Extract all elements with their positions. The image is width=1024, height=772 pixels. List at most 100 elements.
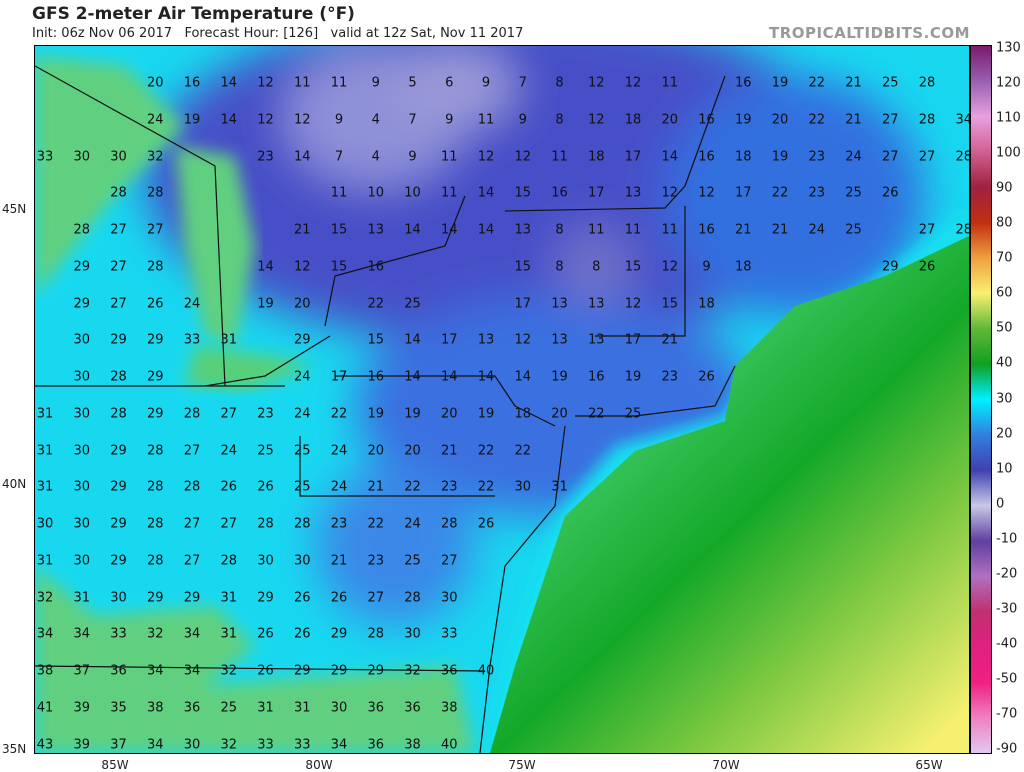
temperature-value: 9 [702,259,711,275]
temperature-value: 30 [73,443,91,458]
temperature-value: 20 [551,406,568,422]
temperature-value: 16 [551,185,568,201]
temperature-value: 18 [587,149,605,164]
temperature-value: 29 [183,590,201,605]
temperature-value: 32 [220,737,238,752]
temperature-value: 15 [330,222,348,238]
temperature-value: 17 [734,185,752,201]
temperature-value: 21 [845,112,862,128]
temperature-value: 14 [661,149,679,164]
temperature-value: 26 [146,296,164,311]
temperature-value: 27 [881,149,899,164]
temperature-value: 37 [110,737,127,752]
temperature-value: 17 [587,185,605,201]
temperature-value: 29 [146,406,164,422]
temperature-value: 17 [330,369,348,385]
temperature-value: 30 [257,553,274,569]
temperature-value: 21 [367,479,385,495]
temperature-value: 37 [73,663,91,679]
temperature-value: 9 [408,149,417,164]
temperature-value: 14 [514,369,532,385]
temperature-value: 11 [330,185,348,201]
temperature-value: 14 [257,259,274,275]
temperature-value: 7 [408,112,417,128]
temperature-value: 14 [440,369,458,385]
temperature-value: 23 [257,406,274,422]
temperature-value: 31 [36,406,54,422]
temperature-value: 29 [110,553,127,569]
temperature-value: 21 [440,443,458,458]
map-subtitle: Init: 06z Nov 06 2017 Forecast Hour: [12… [32,26,524,41]
temperature-map[interactable]: 20 16 14 12 11 11 9 5 6 9 7 8 12 12 11 16 19 22 21 25 28 24 19… [34,45,970,754]
temperature-value: 14 [220,112,238,128]
temperature-value: 6 [445,75,454,91]
temperature-value: 17 [440,332,458,348]
temperature-value: 31 [36,479,54,495]
temperature-value: 31 [36,443,54,458]
temperature-value: 15 [514,185,532,201]
temperature-value: 22 [808,112,826,128]
temperature-value: 28 [220,553,238,569]
temperature-value: 13 [587,332,605,348]
temperature-value: 33 [257,737,274,752]
temperature-value: 8 [555,222,564,238]
temperature-value: 8 [555,112,564,128]
temperature-value: 11 [551,149,568,164]
temperature-value: 27 [367,590,385,605]
temperature-value: 18 [734,259,752,275]
temperature-value: 29 [367,663,385,679]
temperature-value: 13 [477,332,495,348]
temperature-value: 17 [624,149,642,164]
temperature-value: 31 [73,590,91,605]
temperature-value: 23 [661,369,679,385]
temperature-value: 38 [36,663,54,679]
temperature-value: 30 [330,700,348,716]
temperature-value: 30 [73,553,91,569]
temperature-value: 28 [257,516,274,532]
temperature-value: 9 [334,112,344,128]
colorbar-tick-label: -70 [996,706,1018,722]
temperature-value: 29 [881,259,899,275]
temperature-value: 36 [367,700,385,716]
temperature-value: 36 [440,663,458,679]
temperature-value: 32 [36,590,54,605]
temperature-value: 21 [845,75,862,91]
temperature-value: 29 [293,663,311,679]
temperature-value: 15 [514,259,532,275]
temperature-value: 36 [183,700,201,716]
temperature-value: 22 [514,443,532,458]
temperature-value: 16 [698,149,715,164]
temperature-value: 30 [404,626,421,642]
temperature-value: 27 [110,259,127,275]
temperature-value: 18 [734,149,752,164]
temperature-value: 34 [73,626,91,642]
temperature-value: 28 [918,112,936,128]
temperature-value: 24 [146,112,164,128]
temperature-value: 24 [220,443,238,458]
temperature-value: 19 [367,406,385,422]
temperature-value: 33 [110,626,127,642]
temperature-value: 29 [73,259,91,275]
temperature-value: 12 [661,259,679,275]
temperature-value: 22 [808,75,826,91]
temperature-value: 28 [146,185,164,201]
temperature-value: 25 [624,406,642,422]
temperature-value: 38 [440,700,458,716]
temperature-value: 12 [293,259,311,275]
temperature-value: 27 [183,443,201,458]
temperature-value: 14 [404,332,421,348]
temperature-value: 11 [587,222,605,238]
temperature-value: 28 [146,443,164,458]
temperature-value: 23 [330,516,348,532]
temperature-value: 12 [587,112,605,128]
temperature-value: 28 [146,516,164,532]
temperature-value: 11 [661,222,679,238]
temperature-value: 25 [404,296,421,311]
colorbar-tick-label: 100 [996,145,1021,161]
temperature-value: 16 [734,75,752,91]
temperature-value: 4 [371,112,380,128]
temperature-value: 29 [110,516,127,532]
temperature-value: 24 [293,406,311,422]
temperature-value: 12 [698,185,715,201]
temperature-value: 41 [36,700,54,716]
